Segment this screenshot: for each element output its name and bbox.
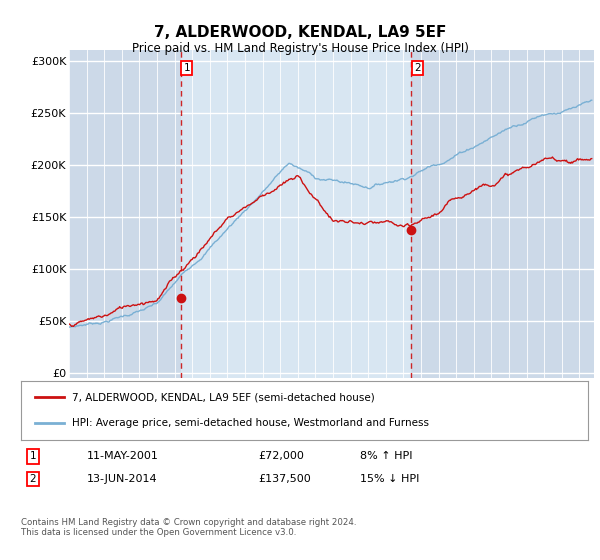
Text: £72,000: £72,000 bbox=[258, 451, 304, 461]
Text: 7, ALDERWOOD, KENDAL, LA9 5EF (semi-detached house): 7, ALDERWOOD, KENDAL, LA9 5EF (semi-deta… bbox=[72, 392, 375, 402]
Text: 1: 1 bbox=[184, 63, 190, 73]
Text: HPI: Average price, semi-detached house, Westmorland and Furness: HPI: Average price, semi-detached house,… bbox=[72, 418, 429, 428]
Text: Price paid vs. HM Land Registry's House Price Index (HPI): Price paid vs. HM Land Registry's House … bbox=[131, 42, 469, 55]
Text: 2: 2 bbox=[29, 474, 37, 484]
Text: 2: 2 bbox=[414, 63, 421, 73]
Text: 8% ↑ HPI: 8% ↑ HPI bbox=[360, 451, 413, 461]
Bar bbox=[181, 50, 412, 378]
Text: 13-JUN-2014: 13-JUN-2014 bbox=[87, 474, 158, 484]
Text: 7, ALDERWOOD, KENDAL, LA9 5EF: 7, ALDERWOOD, KENDAL, LA9 5EF bbox=[154, 25, 446, 40]
Text: 15% ↓ HPI: 15% ↓ HPI bbox=[360, 474, 419, 484]
Text: £137,500: £137,500 bbox=[258, 474, 311, 484]
Text: Contains HM Land Registry data © Crown copyright and database right 2024.
This d: Contains HM Land Registry data © Crown c… bbox=[21, 518, 356, 538]
Text: 1: 1 bbox=[29, 451, 37, 461]
Text: 11-MAY-2001: 11-MAY-2001 bbox=[87, 451, 159, 461]
